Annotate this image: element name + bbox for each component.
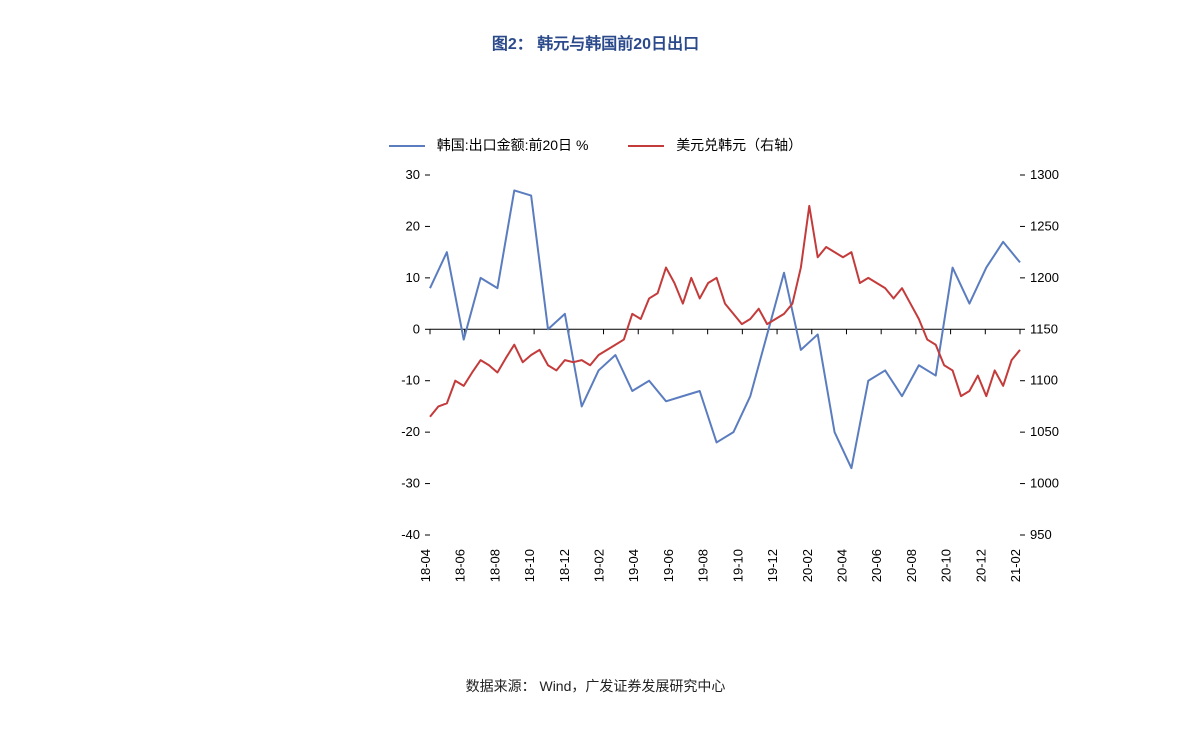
svg-text:19-04: 19-04 — [626, 549, 641, 582]
svg-text:20-12: 20-12 — [973, 549, 988, 582]
svg-text:20-08: 20-08 — [904, 549, 919, 582]
svg-text:1000: 1000 — [1030, 476, 1059, 491]
svg-text:10: 10 — [406, 270, 420, 285]
svg-text:0: 0 — [413, 321, 420, 336]
title-main: 韩元与韩国前20日出口 — [537, 36, 699, 53]
svg-text:18-06: 18-06 — [453, 549, 468, 582]
svg-text:20-02: 20-02 — [800, 549, 815, 582]
svg-text:19-10: 19-10 — [730, 549, 745, 582]
svg-text:18-12: 18-12 — [557, 549, 572, 582]
svg-text:-10: -10 — [401, 373, 420, 388]
source-label: 数据来源： — [466, 678, 536, 694]
chart-plot-area: -40-30-20-100102030950100010501100115012… — [380, 120, 1020, 620]
svg-text:18-04: 18-04 — [418, 549, 433, 582]
svg-text:-40: -40 — [401, 527, 420, 542]
svg-text:18-10: 18-10 — [522, 549, 537, 582]
svg-text:1150: 1150 — [1030, 321, 1058, 336]
title-prefix: 图2： — [492, 36, 533, 53]
svg-text:950: 950 — [1030, 527, 1052, 542]
svg-text:1100: 1100 — [1030, 373, 1058, 388]
svg-text:20-10: 20-10 — [939, 549, 954, 582]
source-text: Wind，广发证券发展研究中心 — [539, 678, 725, 694]
chart-svg: -40-30-20-100102030950100010501100115012… — [380, 120, 1020, 620]
svg-text:1300: 1300 — [1030, 167, 1059, 182]
svg-text:1050: 1050 — [1030, 424, 1059, 439]
chart-title: 图2： 韩元与韩国前20日出口 — [0, 30, 1191, 54]
svg-text:20: 20 — [406, 218, 420, 233]
svg-text:21-02: 21-02 — [1008, 549, 1023, 582]
svg-text:20-06: 20-06 — [869, 549, 884, 582]
svg-text:19-12: 19-12 — [765, 549, 780, 582]
svg-text:18-08: 18-08 — [487, 549, 502, 582]
svg-text:-20: -20 — [401, 424, 420, 439]
svg-text:30: 30 — [406, 167, 420, 182]
svg-text:1200: 1200 — [1030, 270, 1059, 285]
svg-text:19-08: 19-08 — [696, 549, 711, 582]
svg-text:19-02: 19-02 — [592, 549, 607, 582]
svg-text:19-06: 19-06 — [661, 549, 676, 582]
data-source: 数据来源： Wind，广发证券发展研究中心 — [0, 676, 1191, 696]
svg-text:-30: -30 — [401, 476, 420, 491]
svg-text:1250: 1250 — [1030, 218, 1059, 233]
svg-text:20-04: 20-04 — [834, 549, 849, 582]
